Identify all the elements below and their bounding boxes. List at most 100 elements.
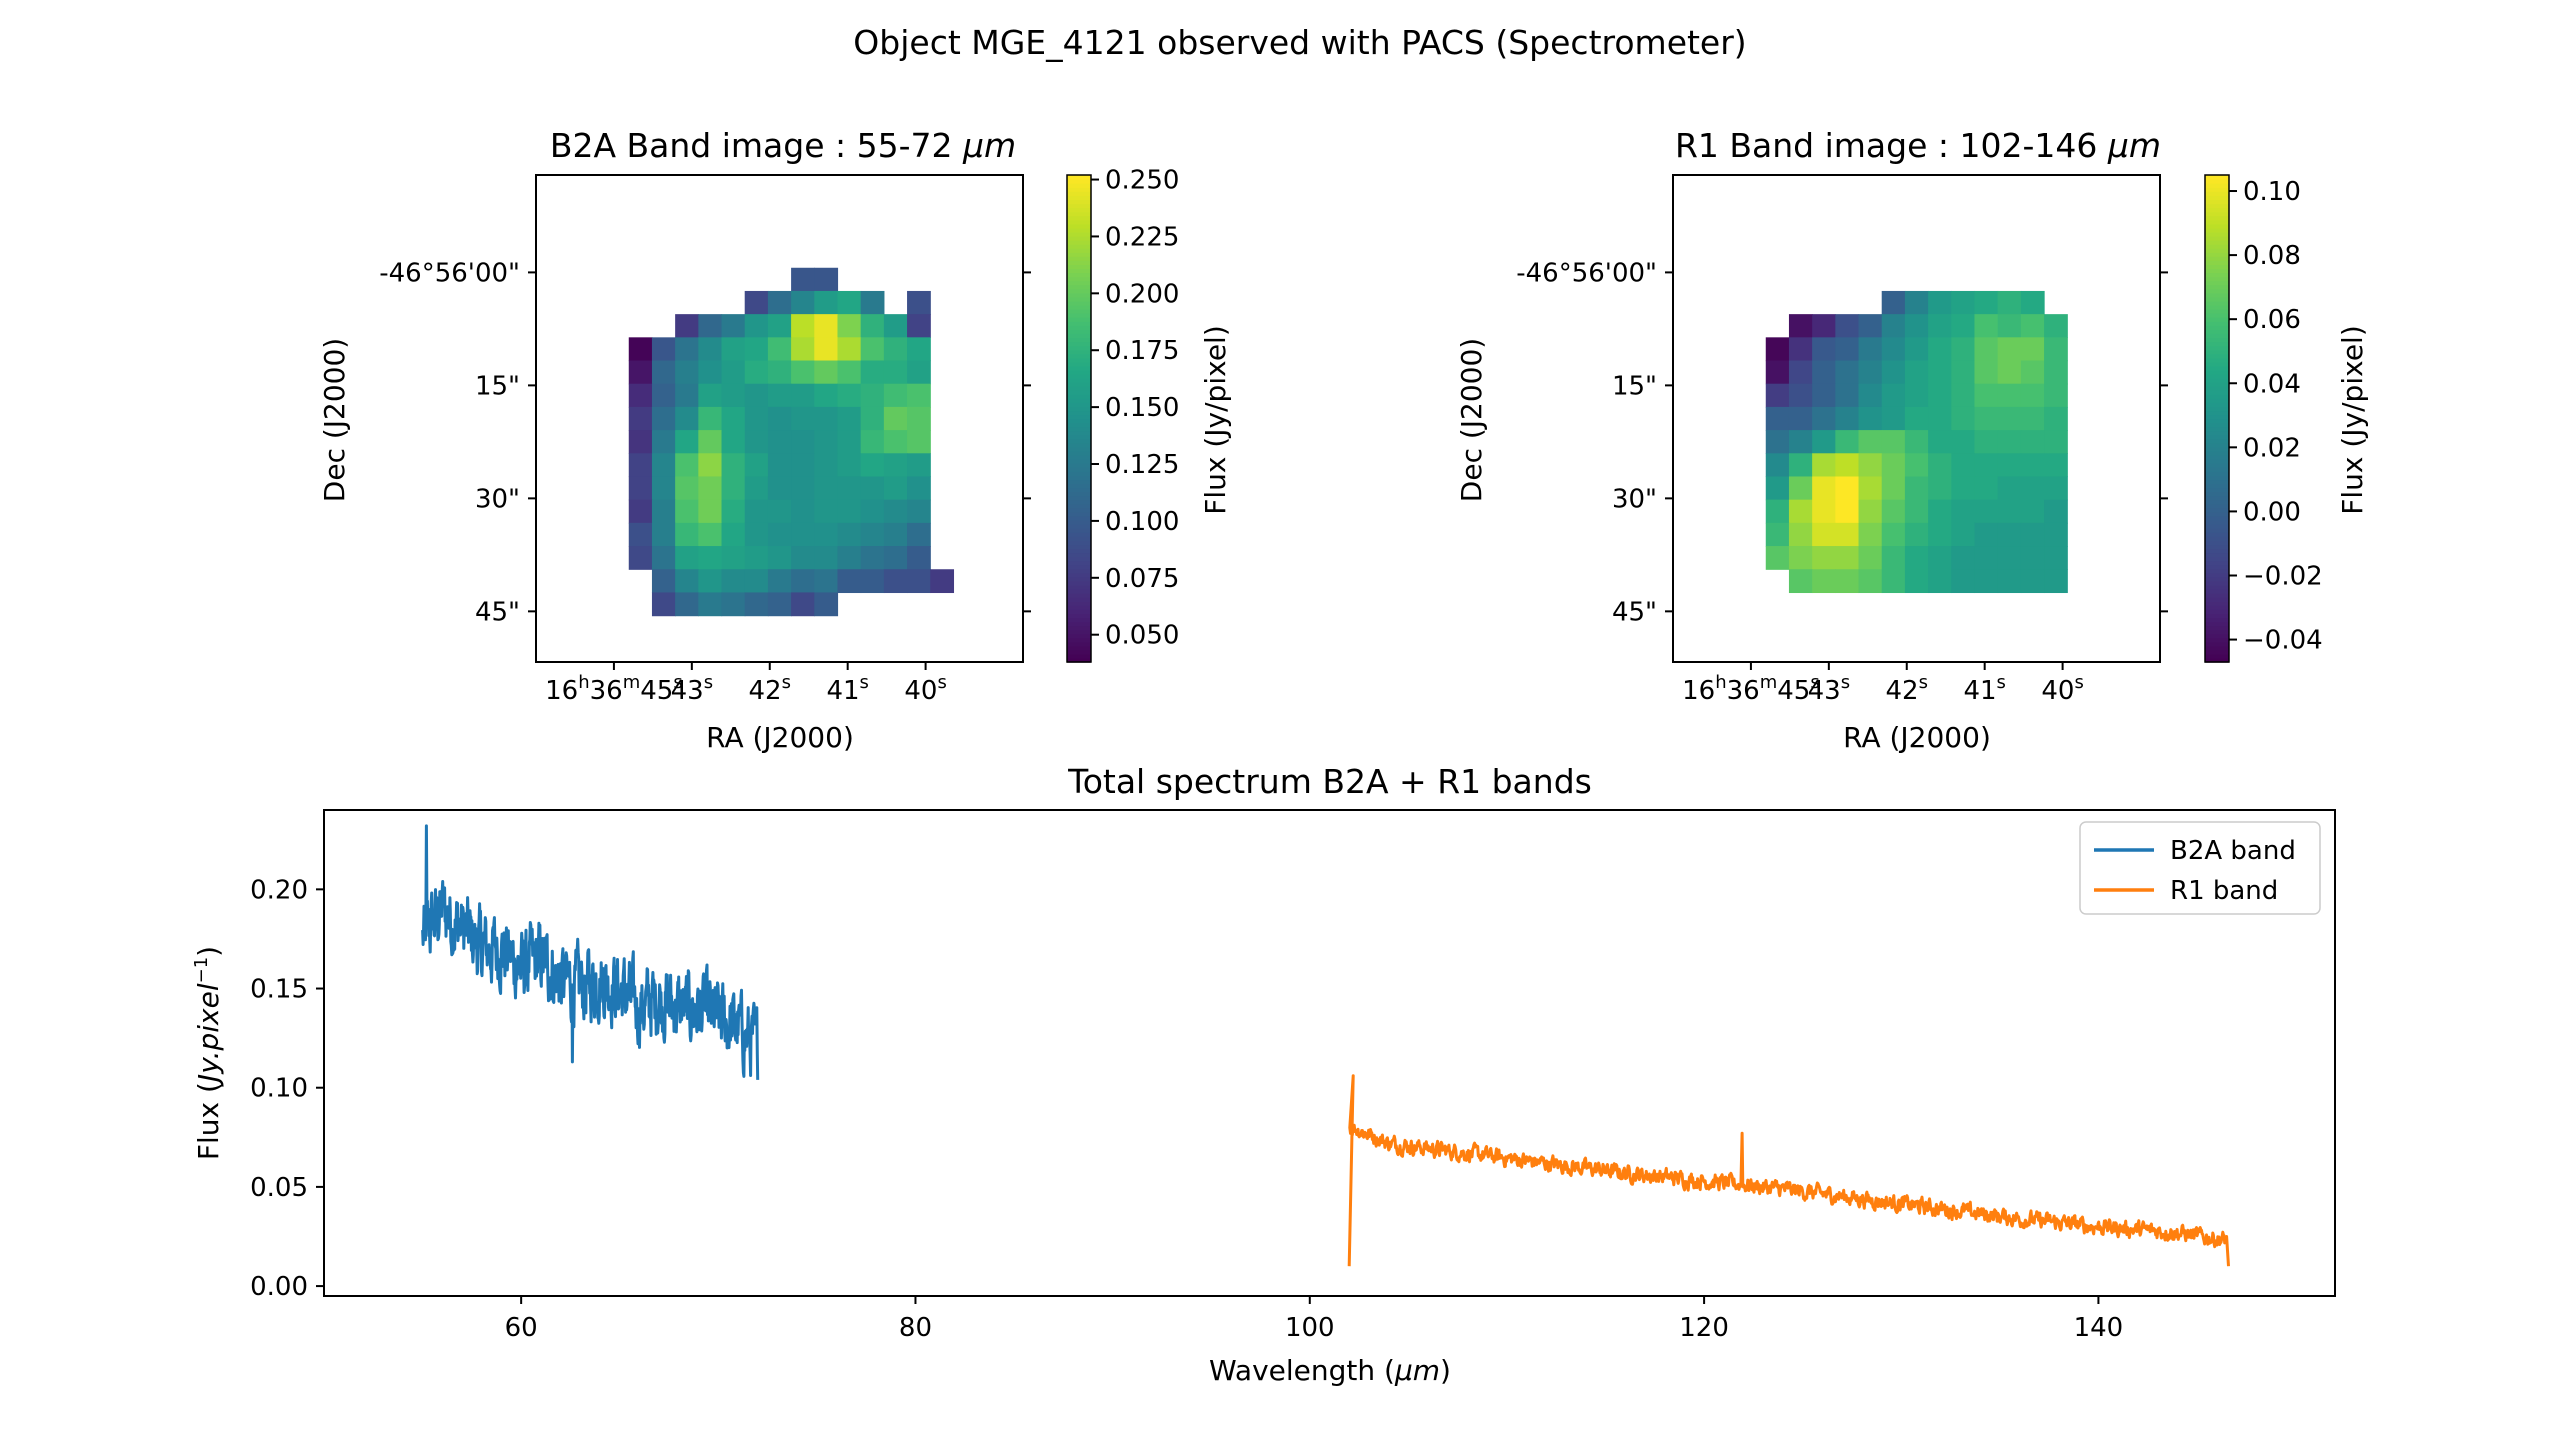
r1-heatmap-cell bbox=[2044, 337, 2068, 362]
b2a-ra-unit-s: s bbox=[860, 672, 869, 693]
r1-heatmap-cell bbox=[1835, 430, 1860, 454]
r1-heatmap-cell bbox=[1928, 569, 1952, 594]
b2a-colorbar-segment bbox=[1067, 536, 1091, 541]
spectrum-xlabel: Wavelength (μm) bbox=[1209, 1354, 1451, 1387]
b2a-colorbar-segment bbox=[1067, 560, 1091, 566]
b2a-dec-tick-label: -46°56'00" bbox=[379, 258, 520, 288]
spectrum-x-tick-label: 60 bbox=[505, 1313, 538, 1343]
b2a-ra-tick-label: 40s bbox=[904, 672, 946, 706]
r1-heatmap-cell bbox=[1788, 337, 1813, 362]
r1-colorbar-segment bbox=[2205, 365, 2229, 371]
r1-colorbar-segment bbox=[2205, 211, 2229, 217]
r1-heatmap-cell bbox=[1904, 499, 1929, 524]
b2a-colorbar-segment bbox=[1067, 207, 1091, 213]
r1-colorbar-tick-label: 0.04 bbox=[2243, 369, 2301, 399]
r1-colorbar-segment bbox=[2205, 544, 2229, 550]
b2a-heatmap-cell bbox=[814, 314, 839, 338]
r1-heatmap-cell bbox=[1951, 337, 1976, 362]
r1-colorbar-segment bbox=[2205, 268, 2229, 274]
r1-heatmap-cell bbox=[1835, 546, 1860, 570]
b2a-colorbar-segment bbox=[1067, 191, 1091, 196]
r1-colorbar-segment bbox=[2205, 284, 2229, 290]
b2a-colorbar-segment bbox=[1067, 276, 1091, 282]
r1-colorbar-segment bbox=[2205, 386, 2229, 391]
r1-dec-tick-label: 45" bbox=[1612, 597, 1657, 627]
r1-heatmap-cell bbox=[1858, 406, 1883, 431]
b2a-ra-tick-label: 43s bbox=[671, 672, 713, 706]
r1-heatmap-cell bbox=[2044, 430, 2068, 454]
r1-heatmap-cell bbox=[1858, 546, 1883, 570]
b2a-colorbar-segment bbox=[1067, 503, 1091, 509]
b2a-heatmap-cell bbox=[651, 430, 676, 454]
b2a-colorbar-segment bbox=[1067, 499, 1091, 505]
b2a-colorbar-segment bbox=[1067, 345, 1091, 351]
r1-colorbar-segment bbox=[2205, 653, 2229, 659]
r1-heatmap-cell bbox=[1835, 383, 1860, 408]
r1-heatmap-cell bbox=[1881, 546, 1906, 570]
b2a-heatmap-cell bbox=[837, 569, 862, 594]
b2a-colorbar-segment bbox=[1067, 288, 1091, 294]
b2a-heatmap-cell bbox=[698, 453, 723, 478]
b2a-heatmap-cell bbox=[837, 383, 862, 408]
r1-heatmap-cell bbox=[1881, 383, 1906, 408]
r1-colorbar-segment bbox=[2205, 333, 2229, 339]
b2a-heatmap-cell bbox=[860, 406, 885, 431]
r1-heatmap-cell bbox=[1951, 569, 1976, 594]
b2a-heatmap-cell bbox=[791, 522, 815, 547]
r1-heatmap-cell bbox=[2020, 406, 2045, 431]
r1-heatmap-cell bbox=[1928, 453, 1952, 478]
b2a-colorbar-segment bbox=[1067, 495, 1091, 501]
b2a-heatmap-cell bbox=[791, 360, 815, 385]
r1-colorbar-segment bbox=[2205, 264, 2229, 270]
b2a-colorbar-segment bbox=[1067, 321, 1091, 326]
b2a-heatmap-cell bbox=[675, 406, 699, 431]
r1-colorbar-segment bbox=[2205, 175, 2229, 180]
r1-ra-unit-m: m bbox=[1760, 672, 1778, 693]
b2a-heatmap-cell bbox=[628, 453, 653, 478]
r1-heatmap-cell bbox=[2020, 476, 2045, 501]
b2a-heatmap-cell bbox=[675, 592, 699, 617]
b2a-colorbar-segment bbox=[1067, 479, 1091, 485]
b2a-heatmap-cell bbox=[675, 453, 699, 478]
b2a-colorbar-segment bbox=[1067, 532, 1091, 537]
r1-heatmap-cell bbox=[2044, 314, 2068, 338]
b2a-heatmap-cell bbox=[721, 430, 746, 454]
spectrum-y-tick-label: 0.05 bbox=[250, 1173, 308, 1203]
b2a-heatmap-cell bbox=[721, 337, 746, 362]
r1-colorbar-segment bbox=[2205, 491, 2229, 497]
b2a-heatmap-cell bbox=[767, 430, 792, 454]
b2a-heatmap-cell bbox=[698, 546, 723, 570]
b2a-heatmap-cell bbox=[675, 314, 699, 338]
b2a-heatmap-cell bbox=[767, 406, 792, 431]
b2a-heatmap-cell bbox=[744, 360, 769, 385]
b2a-heatmap-cell bbox=[791, 430, 815, 454]
r1-colorbar-tick-label: 0.08 bbox=[2243, 241, 2301, 271]
r1-colorbar-segment bbox=[2205, 398, 2229, 403]
b2a-ylabel: Dec (J2000) bbox=[318, 338, 351, 502]
b2a-dec-tick-label: 15" bbox=[475, 371, 520, 401]
r1-heatmap-cell bbox=[1881, 453, 1906, 478]
r1-heatmap-cell bbox=[1765, 546, 1790, 570]
b2a-colorbar-segment bbox=[1067, 540, 1091, 546]
b2a-heatmap-cell bbox=[721, 453, 746, 478]
b2a-heatmap-cell bbox=[791, 476, 815, 501]
b2a-colorbar-segment bbox=[1067, 556, 1091, 562]
r1-xlabel: RA (J2000) bbox=[1843, 721, 1991, 754]
b2a-heatmap-cell bbox=[814, 406, 839, 431]
r1-ra-unit-s: s bbox=[1841, 672, 1850, 693]
b2a-heatmap-cell bbox=[721, 314, 746, 338]
r1-heatmap-cell bbox=[1812, 453, 1836, 478]
b2a-heatmap-cells bbox=[628, 267, 955, 617]
b2a-heatmap-cell bbox=[721, 383, 746, 408]
b2a-colorbar-segment bbox=[1067, 446, 1091, 452]
r1-colorbar-segment bbox=[2205, 288, 2229, 294]
b2a-colorbar-segment bbox=[1067, 491, 1091, 497]
b2a-plot-frame bbox=[535, 174, 1024, 663]
b2a-heatmap-cell bbox=[883, 360, 908, 385]
b2a-heatmap-cell bbox=[814, 569, 839, 594]
r1-colorbar-segment bbox=[2205, 203, 2229, 209]
spectrum-plot-frame bbox=[323, 809, 2336, 1297]
b2a-colorbar-segment bbox=[1067, 179, 1091, 184]
r1-heatmap-cell bbox=[1997, 314, 2022, 338]
